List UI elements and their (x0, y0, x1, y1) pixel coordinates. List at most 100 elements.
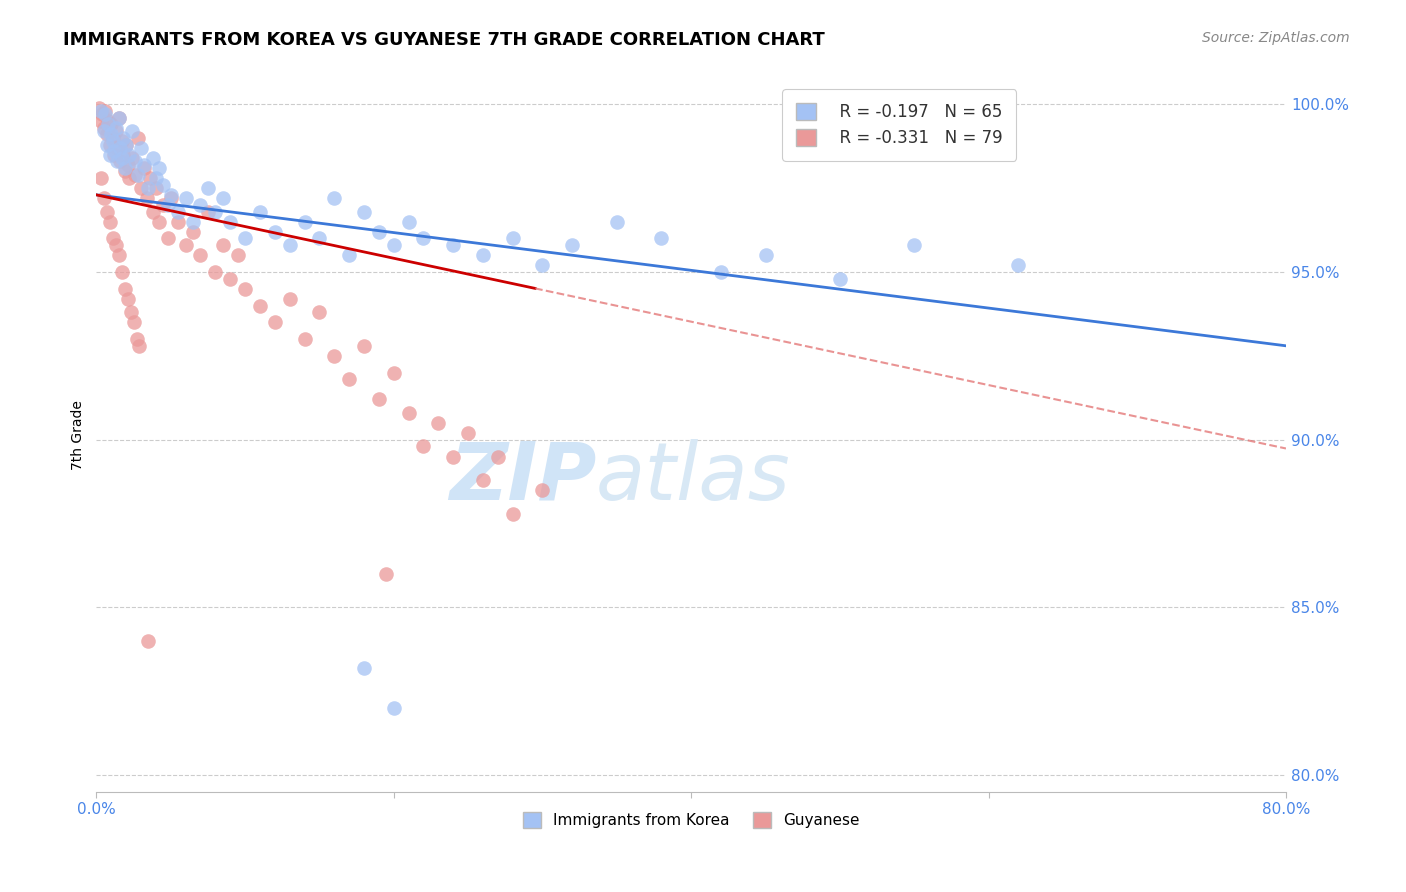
Point (104, 124, 127, 138)
Point (382, 366, 405, 380)
Point (98, 137, 121, 152)
Point (112, 131, 135, 145)
Point (486, 450, 509, 464)
Point (156, 231, 179, 245)
Point (174, 191, 197, 205)
Point (181, 215, 204, 229)
Point (457, 425, 479, 440)
Point (111, 151, 134, 165)
Point (211, 191, 233, 205)
Point (128, 339, 150, 353)
Point (249, 204, 271, 219)
Point (398, 406, 420, 420)
Point (93, 120, 115, 135)
Text: Source: ZipAtlas.com: Source: ZipAtlas.com (1202, 31, 1350, 45)
Y-axis label: 7th Grade: 7th Grade (72, 400, 86, 469)
Point (145, 171, 167, 186)
Point (398, 215, 420, 229)
Point (105, 154, 128, 169)
Point (502, 231, 524, 245)
Point (96, 137, 118, 152)
Point (91, 107, 114, 121)
Point (197, 204, 219, 219)
Point (115, 137, 138, 152)
Point (121, 124, 143, 138)
Point (294, 332, 316, 346)
Point (114, 161, 136, 175)
Point (441, 238, 464, 252)
Point (135, 191, 157, 205)
Point (107, 111, 129, 125)
Point (104, 238, 127, 252)
Point (129, 181, 152, 195)
Point (89, 101, 111, 115)
Point (97, 114, 120, 128)
Point (94, 103, 117, 118)
Point (367, 392, 389, 407)
Point (138, 634, 160, 648)
Point (127, 131, 149, 145)
Point (122, 315, 145, 329)
Point (96, 128, 118, 142)
Point (211, 238, 233, 252)
Point (138, 181, 160, 195)
Point (382, 238, 405, 252)
Point (606, 215, 628, 229)
Point (104, 120, 127, 135)
Point (174, 238, 197, 252)
Point (98, 215, 121, 229)
Point (101, 134, 124, 148)
Point (278, 292, 301, 306)
Point (120, 305, 142, 319)
Point (903, 238, 925, 252)
Point (111, 265, 134, 279)
Point (308, 305, 330, 319)
Point (219, 215, 242, 229)
Point (100, 128, 122, 142)
Point (93, 124, 115, 138)
Point (107, 248, 129, 262)
Point (100, 117, 122, 131)
Point (561, 238, 583, 252)
Point (441, 450, 464, 464)
Point (90, 103, 112, 118)
Point (219, 271, 242, 285)
Point (367, 225, 389, 239)
Text: atlas: atlas (596, 439, 790, 516)
Point (124, 168, 146, 182)
Point (148, 161, 170, 175)
Point (103, 147, 125, 161)
Point (226, 248, 249, 262)
Text: ZIP: ZIP (449, 439, 596, 516)
Point (167, 204, 190, 219)
Point (181, 225, 204, 239)
Point (754, 248, 776, 262)
Point (111, 134, 134, 148)
Point (142, 151, 165, 165)
Point (124, 154, 146, 169)
Point (98, 147, 121, 161)
Point (412, 439, 434, 453)
Point (115, 137, 138, 152)
Point (263, 315, 285, 329)
Point (337, 248, 360, 262)
Point (159, 187, 181, 202)
Point (650, 231, 672, 245)
Point (127, 168, 149, 182)
Point (353, 661, 375, 675)
Point (152, 178, 174, 192)
Point (382, 701, 405, 715)
Point (1007, 258, 1029, 272)
Legend: Immigrants from Korea, Guyanese: Immigrants from Korea, Guyanese (516, 806, 866, 834)
Point (828, 271, 851, 285)
Point (337, 372, 360, 386)
Point (114, 282, 136, 296)
Point (204, 265, 226, 279)
Point (148, 215, 170, 229)
Point (502, 507, 524, 521)
Point (117, 158, 139, 172)
Point (375, 566, 398, 581)
Point (249, 299, 271, 313)
Point (90, 114, 112, 128)
Point (412, 231, 434, 245)
